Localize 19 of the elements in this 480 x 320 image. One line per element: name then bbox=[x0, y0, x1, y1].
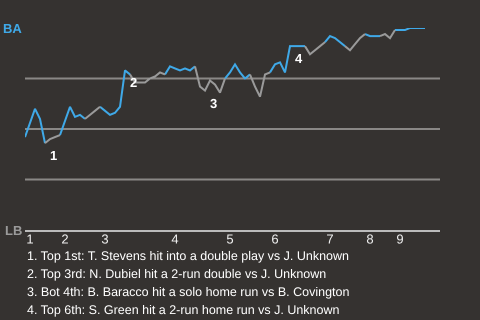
text: 3. Bot 4th: B. Baracco hit a solo home run vs B. Covington bbox=[27, 285, 350, 299]
x-tick-label: 8 bbox=[366, 232, 374, 247]
x-tick-label: 4 bbox=[171, 232, 179, 247]
x-tick-label: 3 bbox=[101, 232, 109, 247]
annotation: 4 bbox=[295, 51, 303, 66]
annotation: 1 bbox=[50, 148, 58, 163]
text: 4. Top 6th: S. Green hit a 2-run home run vs J. Unknown bbox=[27, 303, 340, 317]
x-tick-label: 5 bbox=[226, 232, 234, 247]
annotation: 3 bbox=[210, 96, 218, 111]
text: BA bbox=[3, 21, 22, 36]
x-tick-label: 6 bbox=[271, 232, 279, 247]
x-tick-label: 7 bbox=[326, 232, 334, 247]
text: LB bbox=[5, 223, 22, 238]
x-tick-label: 2 bbox=[61, 232, 69, 247]
x-tick-label: 9 bbox=[396, 232, 404, 247]
x-tick-label: 1 bbox=[26, 232, 34, 247]
annotation: 2 bbox=[130, 75, 138, 90]
text: 2. Top 3rd: N. Dubiel hit a 2-run double vs J. Unknown bbox=[27, 267, 326, 281]
text: 1. Top 1st: T. Stevens hit into a double play vs J. Unknown bbox=[27, 249, 349, 263]
